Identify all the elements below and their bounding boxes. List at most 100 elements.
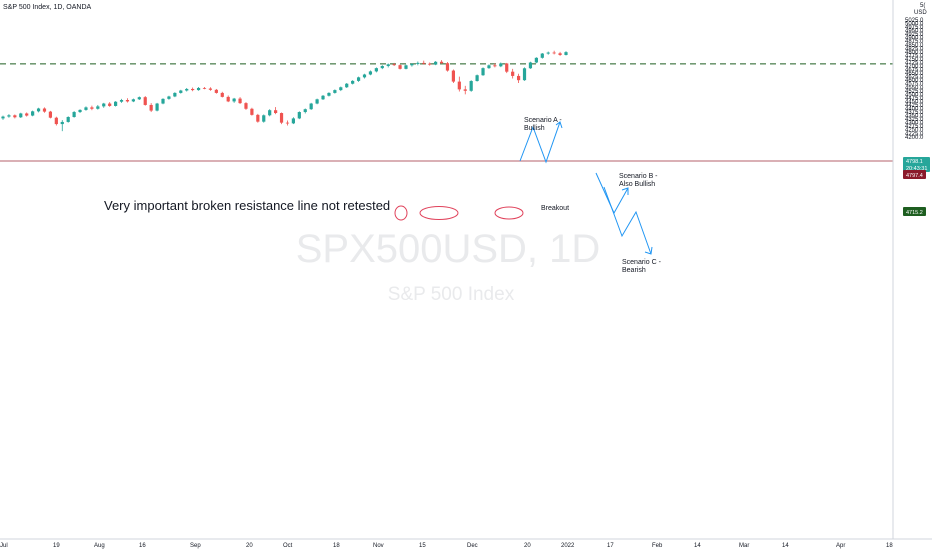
candle-body: [540, 53, 544, 58]
price-tick-label: 4475.0: [905, 96, 924, 102]
candle-body: [463, 89, 467, 91]
time-tick-label: 14: [694, 543, 701, 549]
price-tick-label: 4950.0: [905, 29, 924, 35]
resistance-price-badge: [903, 207, 926, 216]
scenario-a-title: Scenario A -: [524, 117, 562, 124]
candle-body: [327, 92, 331, 96]
candle-body: [60, 121, 64, 125]
time-axis[interactable]: Jul 19 Aug 16 Sep 20 Oct 18 Nov 15 Dec 20 2022 17 Feb 1…: [0, 538, 932, 549]
candle-body: [345, 83, 349, 88]
time-tick-label: Dec: [467, 543, 478, 549]
last-price-badge: [903, 157, 930, 172]
candle-body: [285, 122, 290, 124]
candle-body: [422, 62, 426, 64]
candle-body: [279, 113, 284, 123]
candle-body: [475, 75, 479, 82]
price-ticks: 4200.04225.04250.04275.04300.04325.04350…: [905, 18, 924, 141]
breakout-label: Breakout: [541, 205, 569, 212]
plot-area[interactable]: Very important broken resistance line no…: [0, 50, 893, 274]
countdown-value: 20:43:31: [906, 166, 927, 172]
candle-body: [179, 90, 183, 93]
candle-body: [161, 98, 165, 104]
candle-body: [297, 112, 301, 119]
candle-body: [410, 63, 414, 66]
candle-body: [451, 70, 455, 82]
candle-body: [445, 63, 450, 71]
time-tick-label: 18: [886, 543, 893, 549]
scenario-b-arrowhead-icon: [621, 187, 629, 195]
time-tick-label: 19: [53, 543, 60, 549]
candle-body: [404, 65, 408, 69]
highlight-circles: [394, 205, 524, 221]
price-tick-label: 4825.0: [905, 46, 924, 52]
resistance-note: Very important broken resistance line no…: [104, 198, 390, 213]
candle-body: [434, 61, 438, 65]
time-tick-label: Oct: [283, 543, 293, 549]
candle-body: [303, 109, 307, 113]
candle-body: [339, 87, 343, 91]
candle-body: [66, 116, 70, 122]
price-tick-label: 4350.0: [905, 114, 924, 120]
price-tick-label: 4625.0: [905, 75, 924, 81]
price-tick-label: 4750.0: [905, 57, 924, 63]
candle-body: [291, 118, 295, 124]
price-tick-label: 4375.0: [905, 110, 924, 116]
candle-body: [374, 68, 378, 72]
price-tick-label: 4925.0: [905, 32, 924, 38]
time-tick-label: 16: [139, 543, 146, 549]
candle-body: [7, 115, 11, 117]
candle-body: [250, 108, 254, 115]
price-axis[interactable]: 5( USD 4200.04225.04250.04275.04300.0432…: [892, 0, 930, 539]
resistance-price-label: 4715.2: [903, 207, 926, 216]
candle-body: [131, 99, 135, 102]
candle-body: [439, 61, 444, 64]
highlight-circle: [494, 206, 524, 220]
watermark-name: S&P 500 Index: [388, 284, 515, 305]
last-price-label: 4798.1 20:43:31: [903, 157, 930, 172]
candle-body: [232, 98, 236, 102]
scenario-a-arrowhead-icon: [555, 121, 563, 129]
price-tick-label: 4525.0: [905, 89, 924, 95]
watermark: SPX500USD, 1D S&P 500 Index: [296, 227, 601, 305]
candle-body: [256, 114, 260, 122]
candle-body: [499, 63, 503, 67]
candle-body: [274, 110, 278, 114]
highlight-circle: [394, 205, 408, 221]
scenario-c-title: Scenario C -: [622, 259, 662, 266]
candle-body: [552, 52, 556, 54]
time-tick-label: 17: [607, 543, 614, 549]
price-tick-label: 4400.0: [905, 107, 924, 113]
candle-body: [534, 57, 538, 63]
candle-body: [309, 103, 313, 110]
candle-body: [368, 71, 373, 75]
candles: [1, 50, 568, 132]
time-tick-label: Apr: [836, 543, 845, 549]
scenario-a-subtitle: Bullish: [524, 125, 545, 132]
candle-body: [202, 87, 207, 89]
candle-body: [137, 97, 141, 100]
price-tick-label: 4250.0: [905, 128, 924, 134]
candle-body: [333, 90, 337, 93]
candle-body: [191, 88, 195, 91]
candle-body: [392, 64, 396, 66]
time-tick-label: Feb: [652, 543, 663, 549]
price-tick-label: 4225.0: [905, 131, 924, 137]
candle-body: [244, 103, 248, 109]
candle-body: [31, 111, 35, 116]
candle-body: [493, 65, 497, 67]
candle-body: [102, 103, 106, 107]
highlight-circle: [419, 206, 459, 220]
candle-body: [48, 111, 53, 118]
candle-body: [457, 81, 461, 90]
time-tick-label: 15: [419, 543, 426, 549]
scenario-arrows: [519, 121, 653, 255]
candle-body: [13, 115, 17, 118]
candle-body: [505, 63, 509, 72]
candle-body: [564, 52, 568, 55]
candle-body: [321, 95, 325, 100]
candle-body: [185, 88, 189, 91]
price-tick-label: 4900.0: [905, 36, 924, 42]
price-tick-label: 4800.0: [905, 50, 924, 56]
price-tick-label: 4725.0: [905, 60, 924, 66]
